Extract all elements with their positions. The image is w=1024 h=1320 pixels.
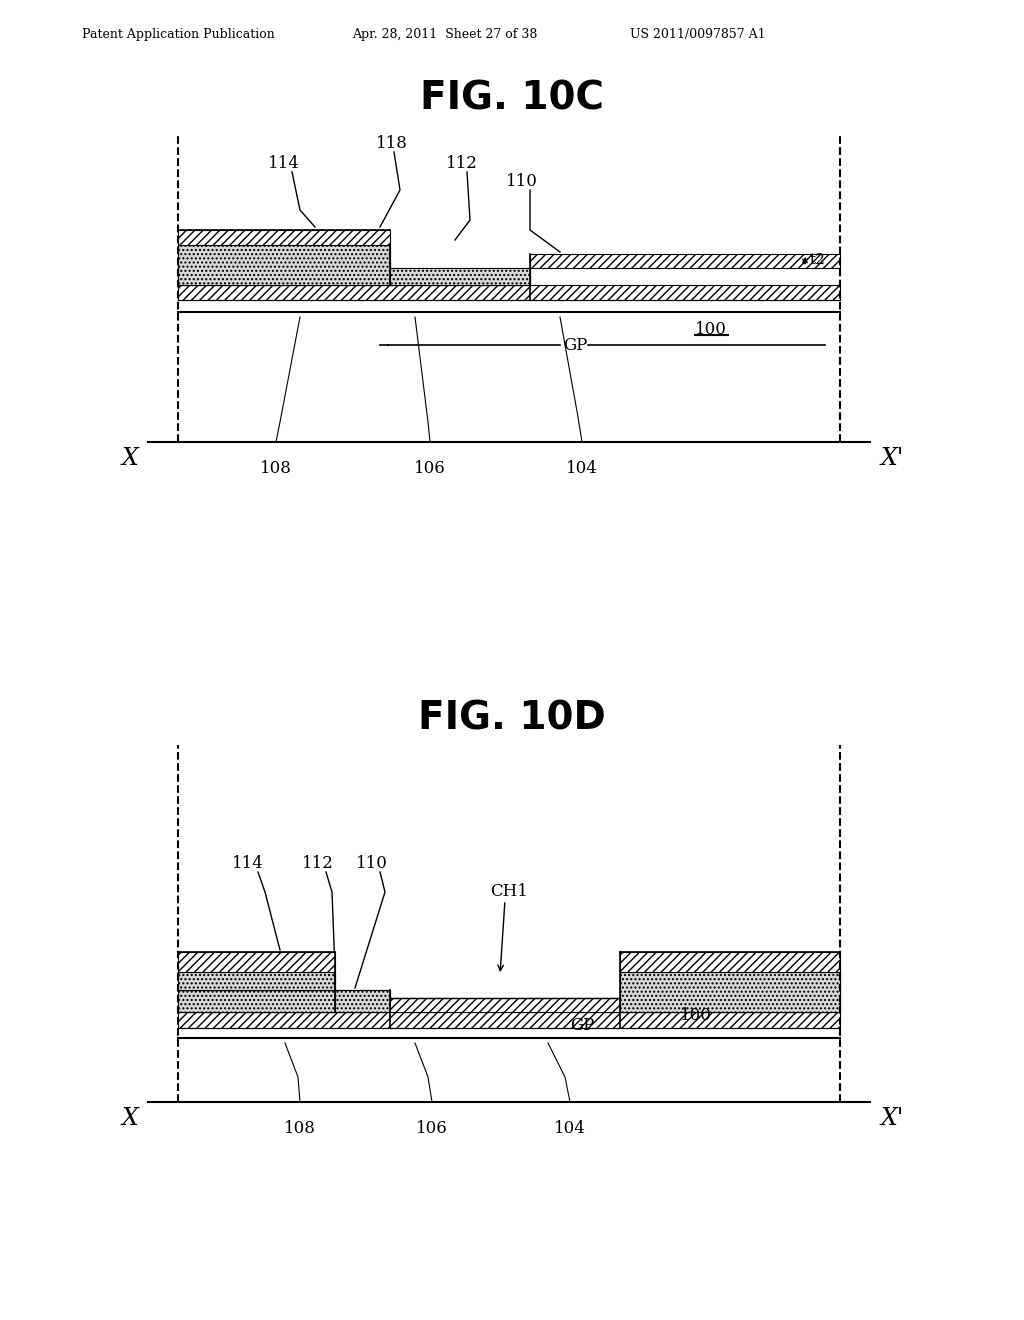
Bar — [390, 268, 530, 285]
Text: 100: 100 — [695, 322, 727, 338]
Text: 108: 108 — [284, 1119, 316, 1137]
Text: 108: 108 — [260, 459, 292, 477]
Text: X: X — [122, 447, 138, 470]
Text: 100: 100 — [680, 1006, 712, 1023]
Bar — [178, 990, 335, 1012]
Text: FIG. 10C: FIG. 10C — [420, 81, 604, 117]
Bar — [530, 253, 840, 268]
Bar — [178, 1012, 840, 1028]
Bar — [390, 268, 530, 285]
Text: 106: 106 — [414, 459, 445, 477]
Text: 110: 110 — [506, 173, 538, 190]
Bar — [178, 952, 335, 972]
Bar — [620, 972, 840, 1012]
Bar — [178, 285, 840, 300]
Bar — [178, 990, 335, 1012]
Text: Patent Application Publication: Patent Application Publication — [82, 28, 274, 41]
Bar — [178, 972, 335, 990]
Text: 106: 106 — [416, 1119, 447, 1137]
Text: 110: 110 — [356, 855, 388, 873]
Text: GP: GP — [563, 337, 588, 354]
Text: 112: 112 — [302, 855, 334, 873]
Text: X': X' — [881, 447, 904, 470]
Bar — [178, 230, 390, 246]
Text: CH1: CH1 — [490, 883, 528, 900]
Bar — [178, 972, 335, 990]
Text: X': X' — [881, 1107, 904, 1130]
Text: 114: 114 — [232, 855, 264, 873]
Bar — [620, 972, 840, 1012]
Bar — [390, 998, 620, 1012]
Text: 112: 112 — [446, 154, 478, 172]
Text: US 2011/0097857 A1: US 2011/0097857 A1 — [630, 28, 766, 41]
Text: 104: 104 — [566, 459, 598, 477]
Text: GP: GP — [570, 1016, 594, 1034]
Text: Apr. 28, 2011  Sheet 27 of 38: Apr. 28, 2011 Sheet 27 of 38 — [352, 28, 538, 41]
Text: X: X — [122, 1107, 138, 1130]
Bar — [620, 952, 840, 972]
Bar — [178, 246, 390, 285]
Bar — [335, 990, 390, 1012]
Text: 104: 104 — [554, 1119, 586, 1137]
Bar — [178, 246, 390, 285]
Text: t2: t2 — [810, 253, 826, 267]
Text: 114: 114 — [268, 154, 300, 172]
Bar — [335, 990, 390, 1012]
Text: 118: 118 — [376, 135, 408, 152]
Text: FIG. 10D: FIG. 10D — [418, 700, 606, 738]
